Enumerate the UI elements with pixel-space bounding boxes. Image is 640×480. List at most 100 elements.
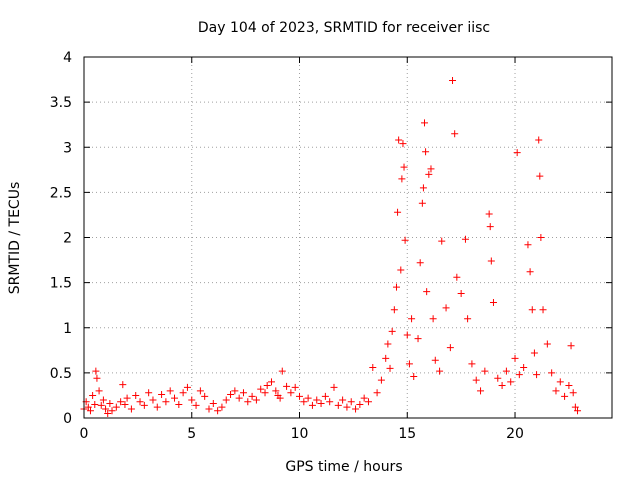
data-point xyxy=(183,383,191,391)
y-tick-label: 1.5 xyxy=(50,276,72,292)
data-point xyxy=(272,387,280,395)
data-point xyxy=(528,306,536,314)
data-point xyxy=(567,342,575,350)
data-point xyxy=(436,367,444,375)
data-point xyxy=(218,403,226,411)
data-point xyxy=(451,130,459,138)
data-point xyxy=(421,119,429,127)
data-point xyxy=(235,394,243,402)
data-point xyxy=(153,403,161,411)
data-point xyxy=(158,391,166,399)
data-point xyxy=(360,394,368,402)
data-point xyxy=(313,396,321,404)
data-point xyxy=(461,235,469,243)
y-tick-label: 1 xyxy=(63,321,72,337)
y-tick-label: 3.5 xyxy=(50,95,72,111)
data-point xyxy=(283,382,291,390)
data-point xyxy=(222,396,230,404)
data-point xyxy=(119,381,127,389)
data-point xyxy=(248,392,256,400)
data-point xyxy=(175,400,183,408)
data-point xyxy=(524,241,532,249)
data-point xyxy=(261,389,269,397)
data-point xyxy=(106,400,114,408)
chart-title: Day 104 of 2023, SRMTID for receiver iis… xyxy=(198,20,490,36)
data-point xyxy=(425,170,433,178)
data-point xyxy=(192,401,200,409)
data-point xyxy=(453,273,461,281)
grid xyxy=(84,57,612,418)
data-point xyxy=(386,364,394,372)
data-point xyxy=(334,401,342,409)
data-point xyxy=(145,389,153,397)
data-point xyxy=(464,315,472,323)
data-point xyxy=(535,136,543,144)
data-point xyxy=(308,401,316,409)
data-point xyxy=(548,369,556,377)
data-point xyxy=(400,163,408,171)
x-axis-label: GPS time / hours xyxy=(285,459,402,475)
data-point xyxy=(408,315,416,323)
data-point xyxy=(403,331,411,339)
data-point xyxy=(498,382,506,390)
data-point xyxy=(321,392,329,400)
data-point xyxy=(398,175,406,183)
data-point xyxy=(121,400,129,408)
data-point xyxy=(276,394,284,402)
data-point xyxy=(571,403,579,411)
data-point xyxy=(214,407,222,415)
data-point xyxy=(494,374,502,382)
axis-ticks: 0 5 10 15 20 0 0.5 1 1.5 2 2.5 3 3.5 4 xyxy=(50,50,612,442)
x-tick-label: 15 xyxy=(398,426,416,442)
y-tick-label: 2.5 xyxy=(50,185,72,201)
data-point xyxy=(513,149,521,157)
data-point xyxy=(468,360,476,368)
data-point xyxy=(227,391,235,399)
data-point xyxy=(239,389,247,397)
data-point xyxy=(92,367,100,375)
data-point xyxy=(388,327,396,335)
y-tick-label: 4 xyxy=(63,50,72,66)
data-point xyxy=(442,304,450,312)
data-point xyxy=(515,371,523,379)
data-point xyxy=(486,223,494,231)
data-point xyxy=(552,387,560,395)
data-point xyxy=(431,356,439,364)
data-point xyxy=(112,403,120,411)
data-point xyxy=(520,363,528,371)
data-point xyxy=(423,288,431,296)
data-point xyxy=(364,398,372,406)
x-tick-label: 20 xyxy=(506,426,524,442)
data-point xyxy=(382,354,390,362)
data-point xyxy=(390,306,398,314)
data-point xyxy=(399,140,407,148)
data-point xyxy=(574,407,582,415)
data-point xyxy=(446,344,454,352)
data-point xyxy=(209,400,217,408)
data-point xyxy=(422,148,430,156)
data-point xyxy=(416,259,424,267)
data-point xyxy=(166,387,174,395)
data-point xyxy=(132,391,140,399)
data-point xyxy=(317,400,325,408)
data-point xyxy=(392,283,400,291)
data-point xyxy=(449,76,457,84)
data-point xyxy=(487,257,495,265)
data-point xyxy=(397,266,405,274)
data-point xyxy=(481,367,489,375)
data-point xyxy=(556,378,564,386)
data-point xyxy=(278,367,286,375)
data-point xyxy=(91,400,99,408)
data-point xyxy=(373,389,381,397)
data-point xyxy=(231,387,239,395)
y-tick-label: 2 xyxy=(63,231,72,247)
y-tick-label: 0 xyxy=(63,411,72,427)
data-point xyxy=(427,165,435,173)
data-point xyxy=(489,298,497,306)
data-point xyxy=(171,394,179,402)
data-point xyxy=(188,396,196,404)
data-point xyxy=(89,391,97,399)
data-point xyxy=(252,396,260,404)
data-point xyxy=(244,398,252,406)
